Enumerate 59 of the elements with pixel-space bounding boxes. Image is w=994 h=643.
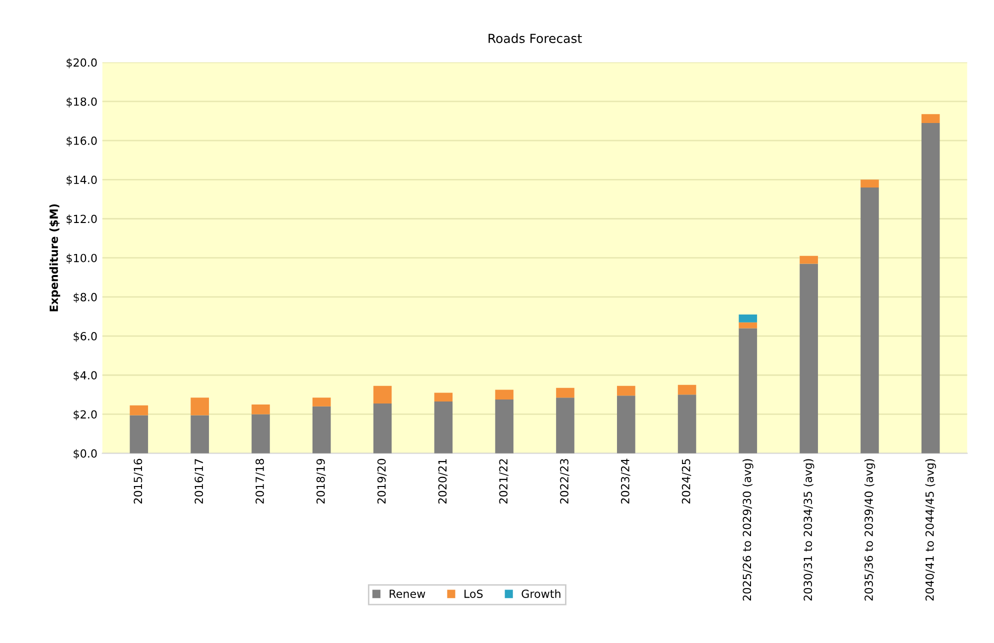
bar [800,264,818,454]
bar [190,415,209,454]
x-tick-label: 2040/41 to 2044/45 (avg) [925,459,936,601]
y-tick-label: $16.0 [66,136,97,146]
bar [678,394,696,454]
x-tick-label: 2018/19 [316,458,326,504]
x-tick-label: 2025/26 to 2029/30 (avg) [742,459,754,601]
x-tick-label: 2030/31 to 2034/35 (avg) [803,459,814,601]
bar [434,392,453,402]
bar [312,406,331,454]
bar [738,328,758,454]
bar [373,403,392,454]
x-tick-label: 2023/24 [620,458,630,504]
bar [678,384,696,395]
x-tick-label: 2017/18 [256,458,265,504]
y-tick-label: $20.0 [66,58,97,68]
x-tick-label: 2024/25 [682,459,692,504]
y-tick-label: $8.0 [74,292,97,303]
x-tick-label: 2035/36 to 2039/40 (avg) [864,459,876,601]
x-tick-label: 2022/23 [560,459,570,504]
y-tick-label: $18.0 [66,97,97,108]
legend-label: LoS [464,590,483,598]
y-tick-label: $12.0 [66,214,97,225]
bar [738,314,758,322]
bar [800,256,818,264]
y-tick-label: $2.0 [74,410,97,420]
bar [252,414,270,454]
bar [738,322,758,328]
bar [921,122,940,454]
bar [373,386,392,404]
chart-title: Roads Forecast [488,33,582,44]
bar [860,187,879,454]
bar [252,404,270,414]
bar [434,402,453,454]
legend-label: Renew [390,590,426,598]
bar [860,180,879,188]
bar [616,386,636,396]
x-tick-label: 2019/20 [377,458,387,504]
bar [616,396,636,454]
y-tick-label: $14.0 [66,175,97,186]
x-tick-label: 2020/21 [438,459,448,504]
x-tick-label: 2015/16 [134,458,144,504]
bar [921,114,940,123]
y-tick-label: $4.0 [74,370,97,381]
y-tick-label: $0.0 [74,449,97,460]
bar [495,400,514,454]
x-tick-label: 2021/22 [499,459,508,504]
bar [130,415,148,454]
legend-label: Growth [522,589,560,598]
x-tick-label: 2016/17 [194,459,204,504]
y-axis-title: Expenditure ($M) [49,204,60,312]
bar [130,405,148,416]
bar [312,398,331,406]
bar [556,398,574,454]
y-tick-label: $10.0 [66,254,97,264]
bar [495,390,514,400]
bar [190,398,209,416]
bar [556,388,574,398]
y-tick-label: $6.0 [74,332,97,342]
